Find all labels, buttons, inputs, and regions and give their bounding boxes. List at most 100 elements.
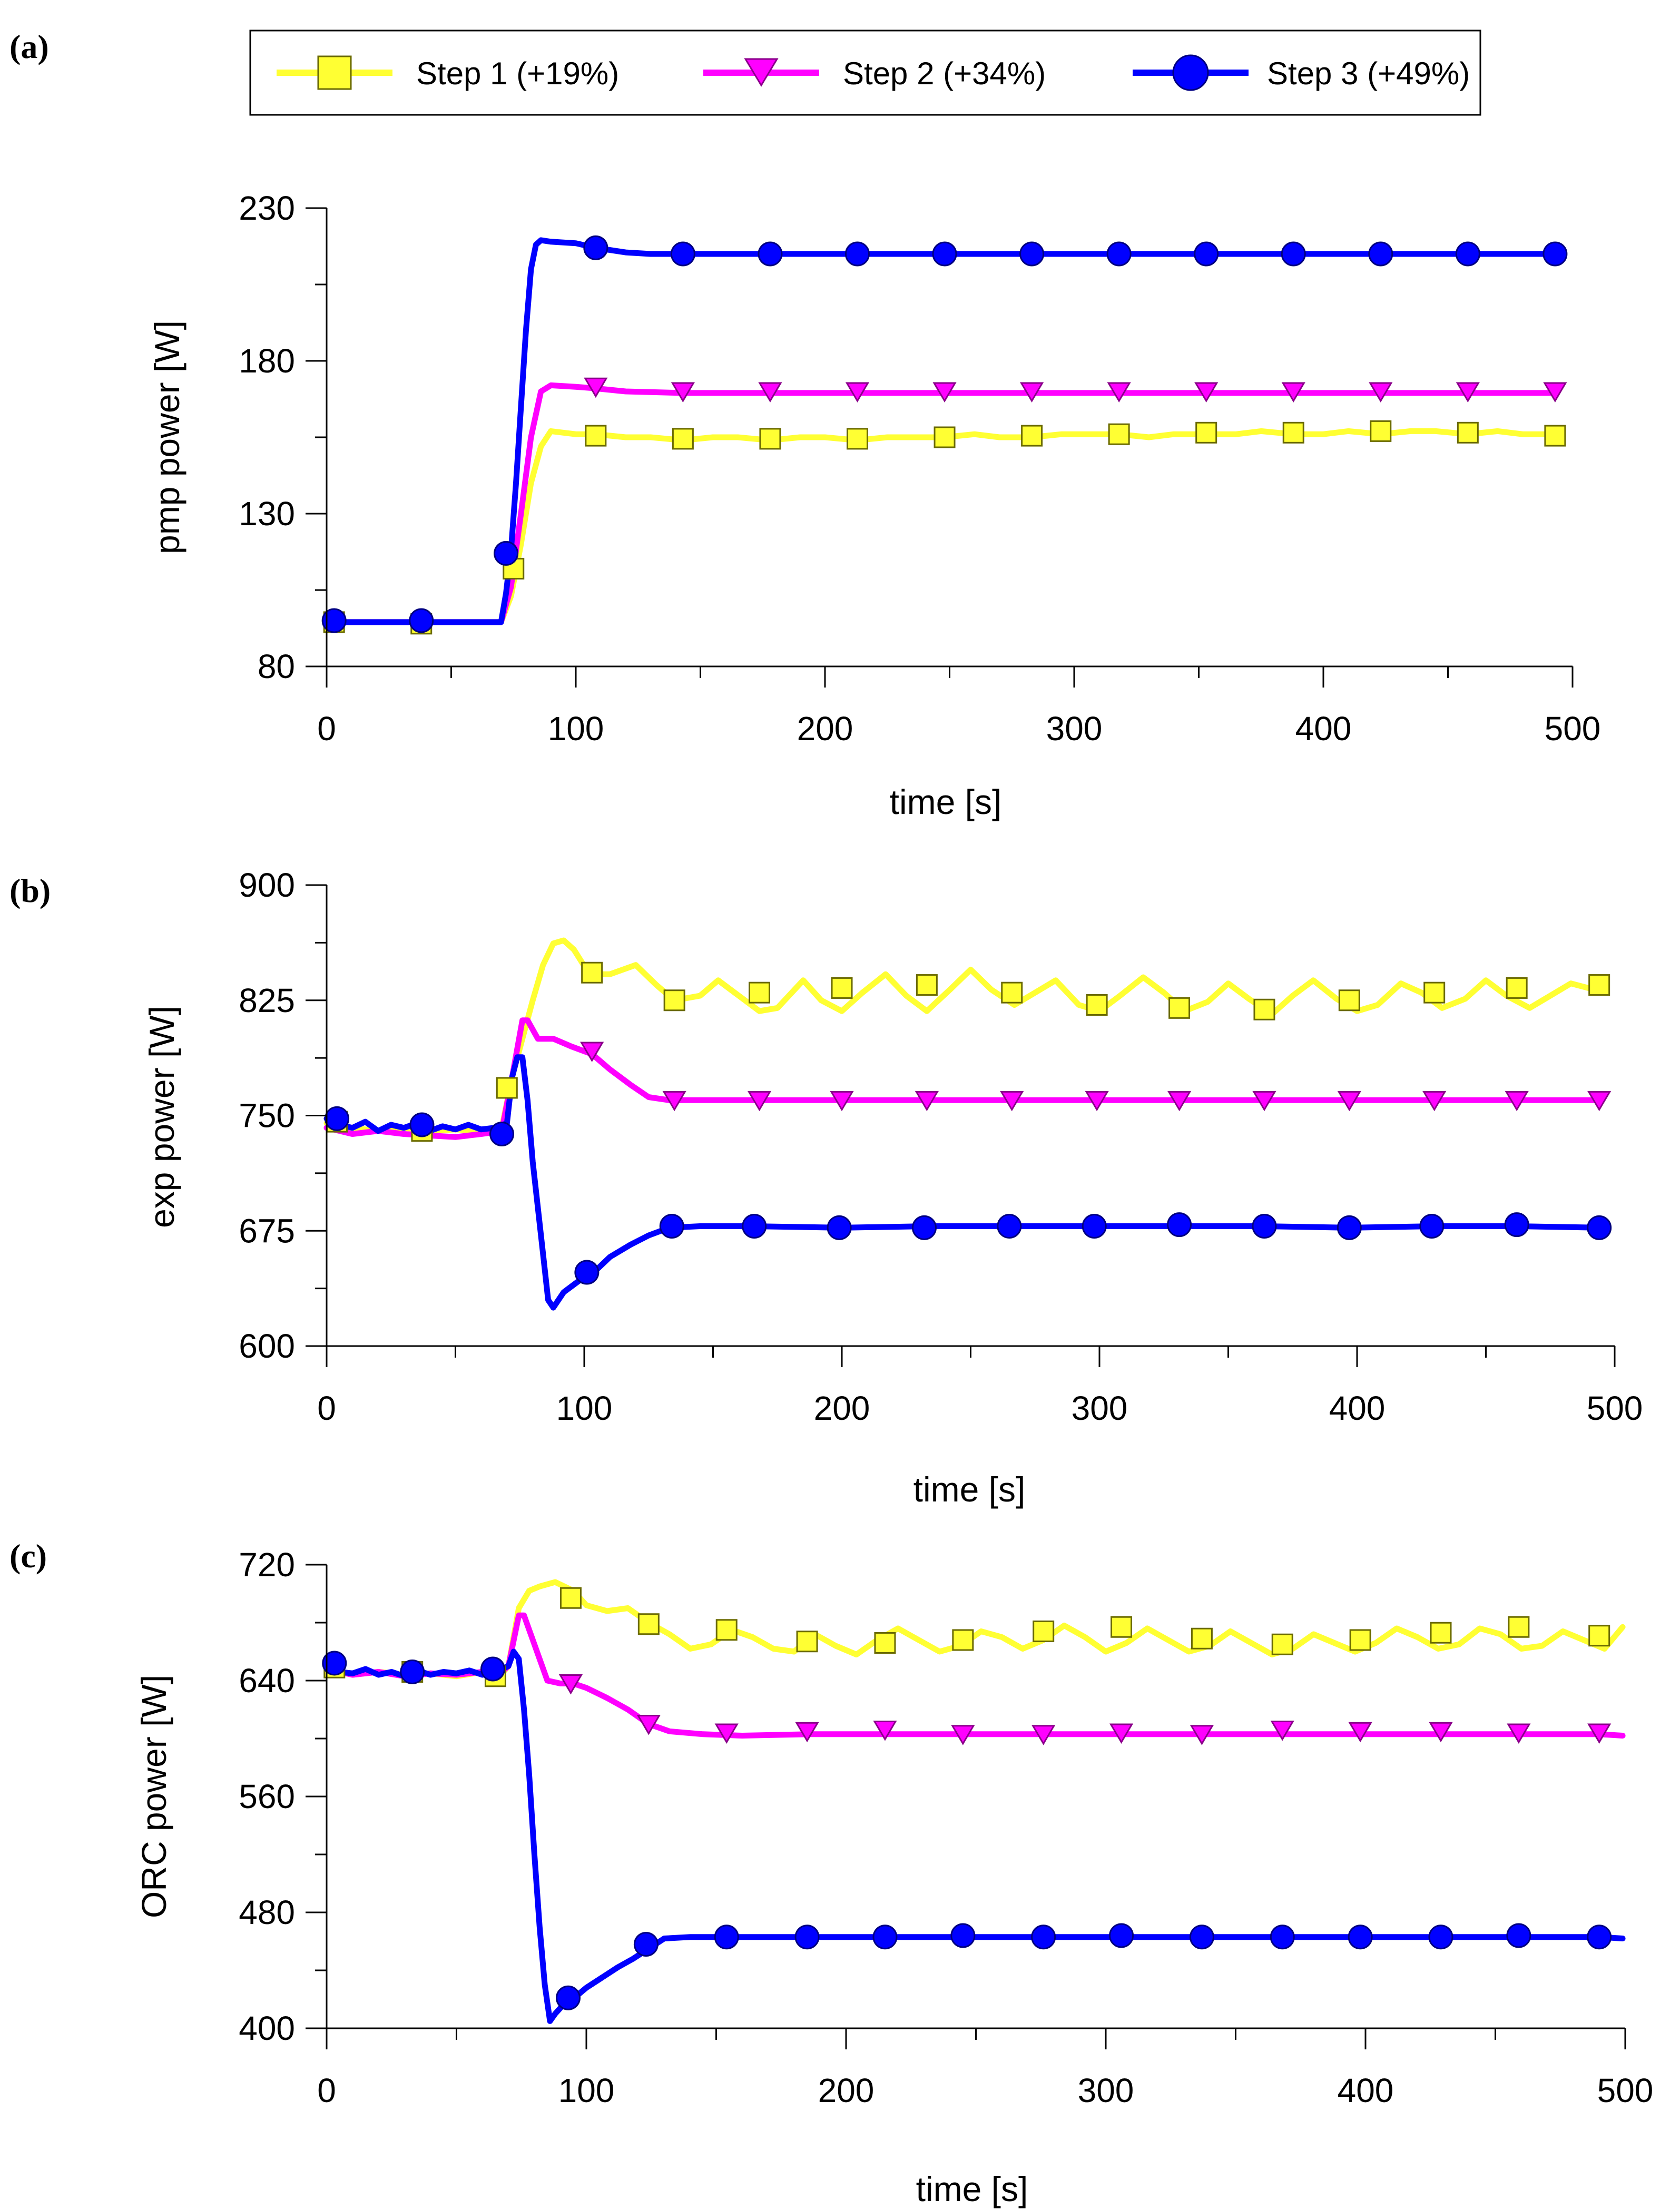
panel-a-series-step-1-marker — [1282, 421, 1304, 444]
panel-b-series-step-3-marker — [742, 1214, 767, 1239]
panel-c-series-step-1-marker — [1111, 1616, 1133, 1638]
panel-c-series-step-1-marker — [1588, 1625, 1610, 1647]
panel-b: 600 675 750 825 900 0 100 200 300 400 500 time [s]… — [142, 866, 1643, 1509]
panel-b-x-axis-label: time [s] — [913, 1470, 1026, 1509]
panel-c-series-step-1-marker — [1349, 1629, 1371, 1651]
panel-c-series-step-3-marker — [1506, 1923, 1531, 1948]
panel-c-series-step-2-marker — [1031, 1725, 1056, 1745]
panel-a-series-step-2-marker — [845, 382, 870, 402]
legend-label-step-3: Step 3 (+49%) — [1267, 56, 1470, 91]
panel-c-x-tick-label: 100 — [558, 2071, 615, 2109]
panel-c-series-step-3-marker — [480, 1656, 506, 1682]
panel-b-series-step-3-marker — [659, 1214, 684, 1239]
legend-marker-step-2 — [744, 58, 779, 87]
legend-box — [249, 30, 1481, 116]
panel-a-series-step-3-marker — [494, 541, 519, 566]
panel-a-series-step-2-marker — [671, 382, 695, 402]
panel-c-series-step-2-marker — [558, 1674, 583, 1695]
panel-c-series-step-1-marker — [796, 1631, 818, 1653]
panel-c-series-step-1-marker — [1508, 1616, 1530, 1638]
panel-a-series-step-2-marker — [584, 377, 608, 398]
panel-c-series-step-2-marker — [1587, 1723, 1612, 1744]
panel-b-series-step-2-marker — [1085, 1091, 1109, 1112]
panel-a-series-step-1-marker — [934, 426, 956, 448]
panel-c-x-tick-label: 400 — [1338, 2071, 1394, 2109]
panel-c-series-step-3-marker — [1428, 1925, 1453, 1950]
panel-letter-c: (c) — [9, 1537, 47, 1575]
panel-b-series-step-1-marker — [1253, 998, 1275, 1020]
panel-a-series-step-3-marker — [1455, 241, 1480, 267]
panel-c-series-step-3-marker — [1270, 1925, 1295, 1950]
panel-b-series-step-2-marker — [1422, 1091, 1447, 1112]
panel-b-x-tick-label: 500 — [1587, 1389, 1643, 1427]
panel-c-series-step-2-marker — [1507, 1723, 1531, 1744]
panel-b-series-step-1-marker — [916, 974, 938, 996]
panel-a-series-step-2-marker — [1107, 382, 1131, 402]
panel-b-series-step-2-marker — [1252, 1091, 1276, 1112]
panel-a-series-step-1-marker — [1544, 425, 1566, 447]
panel-c-series-step-3-marker — [633, 1932, 659, 1957]
panel-a-series-step-3-marker — [409, 608, 434, 633]
panel-a-series-step-1-marker — [1195, 421, 1217, 444]
panel-c-series-step-3-marker — [714, 1925, 739, 1950]
panel-a-series-step-2-marker — [1194, 382, 1219, 402]
panel-b-series-step-1-marker — [1338, 989, 1360, 1012]
legend-label-step-1: Step 1 (+19%) — [416, 56, 619, 91]
panel-a-series-step-2-marker — [1456, 382, 1480, 402]
panel-letter-a: (a) — [9, 28, 49, 65]
panel-b-series-step-1-marker — [663, 989, 685, 1012]
panel-a-series-step-3-marker — [583, 235, 608, 260]
panel-b-x-tick-label: 0 — [317, 1389, 336, 1427]
panel-b-series-step-2-marker — [1587, 1091, 1612, 1112]
panel-b-x-tick-label: 300 — [1072, 1389, 1128, 1427]
panel-c-series-step-2-marker — [636, 1715, 661, 1735]
panel-b-series-step-2-marker — [915, 1091, 939, 1112]
legend-marker-step-1 — [317, 55, 352, 90]
panel-a-series-step-3-marker — [1019, 241, 1045, 267]
panel-b-series-step-2-marker — [1337, 1091, 1361, 1112]
panel-a-series-step-3-marker — [1368, 241, 1393, 267]
legend-label-step-2: Step 2 (+34%) — [843, 56, 1046, 91]
panel-b-series-step-3-marker — [997, 1214, 1022, 1239]
panel-a-x-axis-label: time [s] — [890, 782, 1002, 821]
panel-b-series-step-1-marker — [1086, 994, 1108, 1016]
panel-b-series-step-3-marker — [1587, 1215, 1612, 1240]
panel-b-series-step-3-marker — [325, 1106, 350, 1131]
panel-c-series-step-3-marker — [950, 1923, 976, 1948]
panel-c-series-step-2-marker — [1109, 1723, 1134, 1744]
panel-b-series-step-3-marker — [1252, 1214, 1277, 1239]
panel-a-series-step-3-marker — [1543, 241, 1568, 267]
panel-b-y-tick-label: 600 — [239, 1327, 295, 1365]
panel-c-series-step-2-marker — [1348, 1722, 1372, 1743]
panel-a-x-tick-label: 200 — [797, 710, 853, 748]
panel-letter-b: (b) — [9, 872, 51, 909]
panel-c-series-step-3-marker — [1031, 1925, 1056, 1950]
panel-a-series-step-1-marker — [1021, 425, 1043, 447]
panel-a-y-axis-label: pmp power [W] — [148, 320, 186, 554]
panel-b-series-step-1-marker — [831, 977, 853, 999]
panel-c-series-step-1-marker — [1033, 1621, 1055, 1642]
panel-a-series-step-3-marker — [1281, 241, 1306, 267]
panel-c-series-step-3-marker — [1348, 1925, 1373, 1950]
panel-c-series-step-3-marker — [1189, 1925, 1214, 1950]
panel-b-series-step-2-marker — [662, 1091, 686, 1112]
panel-b-series-step-3-marker — [1419, 1214, 1445, 1239]
panel-b-series-step-2-marker — [1167, 1091, 1192, 1112]
panel-c-series-step-3-marker — [1587, 1925, 1612, 1950]
panel-b-y-tick-label: 900 — [239, 866, 295, 904]
panel-c-x-tick-label: 200 — [818, 2071, 875, 2109]
panel-b-series-step-2-line — [323, 1017, 1605, 1140]
panel-a-x-tick-label: 0 — [317, 710, 336, 748]
panel-c: 400 480 560 640 720 0 100 200 300 400 500 time [s]… — [134, 1546, 1653, 2208]
panel-c-series-step-1-marker — [559, 1587, 582, 1609]
panel-b-x-tick-label: 200 — [814, 1389, 870, 1427]
panel-b-series-step-3-marker — [574, 1260, 600, 1285]
panel-a-x-tick-label: 300 — [1046, 710, 1103, 748]
legend-marker-step-3 — [1172, 54, 1209, 91]
panel-c-series-step-3-marker — [1109, 1923, 1134, 1948]
panel-b-series-step-2-marker — [830, 1091, 854, 1112]
panel-a-series-step-2-marker — [932, 382, 957, 402]
panel-c-series-step-2-marker — [1429, 1722, 1453, 1743]
panel-b-y-tick-label: 750 — [239, 1097, 295, 1135]
panel-a-series-step-2-marker — [1019, 382, 1044, 402]
